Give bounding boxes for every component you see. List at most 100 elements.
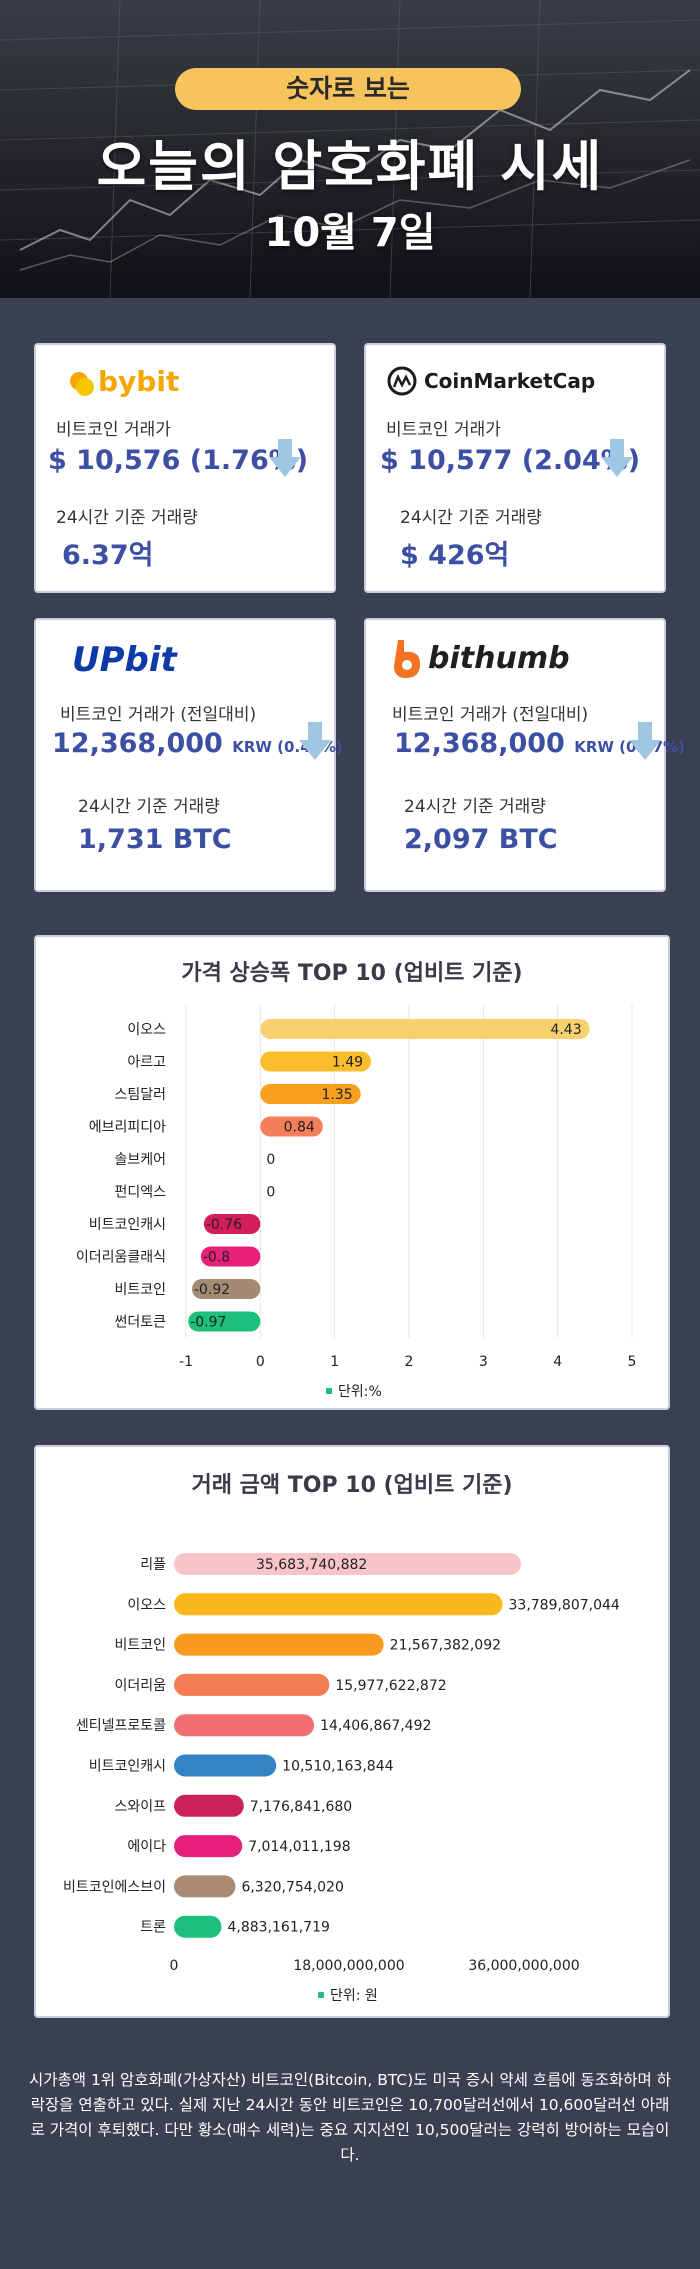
card-upbit: UPbit 비트코인 거래가 (전일대비) 12,368,000 KRW (0.… — [34, 618, 343, 892]
volume-value: 1,731 BTC — [78, 824, 232, 855]
value-label: 21,567,382,092 — [390, 1638, 501, 1654]
volume-label: 24시간 기준 거래량 — [78, 797, 220, 817]
x-tick-label: 2 — [405, 1354, 414, 1370]
subtitle-pill: 숫자로 보는 — [175, 68, 521, 110]
value-label: -0.76 — [206, 1217, 242, 1233]
category-label: 스팀달러 — [114, 1087, 166, 1103]
legend-swatch — [326, 1388, 332, 1394]
category-label: 솔브케어 — [114, 1152, 166, 1168]
price-value: $ 10,577 (2.04%) — [380, 445, 641, 476]
arrow-down-icon — [269, 439, 301, 477]
legend-label: 단위:% — [338, 1384, 382, 1400]
value-label: 0 — [266, 1185, 275, 1201]
x-tick-label: -1 — [179, 1354, 193, 1370]
chart-title: 가격 상승폭 TOP 10 (업비트 기준) — [181, 961, 523, 986]
trade-volume-chart-panel: 거래 금액 TOP 10 (업비트 기준) 리플 35,683,740,882 이오… — [34, 1445, 670, 2018]
category-label: 스와이프 — [114, 1799, 166, 1815]
value-label: 33,789,807,044 — [509, 1597, 620, 1613]
exchange-name: bithumb — [428, 640, 570, 676]
category-label: 에이다 — [127, 1839, 166, 1855]
bar — [260, 1084, 361, 1104]
x-tick-label: 1 — [330, 1354, 339, 1370]
page-title: 오늘의 암호화폐 시세 — [96, 135, 604, 198]
value-label: 4.43 — [550, 1022, 581, 1038]
exchange-name: CoinMarketCap — [424, 369, 596, 393]
value-label: 7,176,841,680 — [250, 1799, 352, 1815]
value-label: 14,406,867,492 — [320, 1718, 431, 1734]
header-banner: 숫자로 보는 오늘의 암호화폐 시세 10월 7일 — [0, 0, 700, 298]
bithumb-logo-icon — [394, 640, 420, 678]
bar — [174, 1553, 521, 1575]
category-label: 펀디엑스 — [114, 1185, 166, 1201]
upbit-logo: UPbit — [72, 638, 177, 682]
legend-label: 단위: 원 — [330, 1988, 378, 2004]
category-label: 비트코인 — [114, 1638, 166, 1654]
bithumb-logo: bithumb — [390, 636, 570, 680]
bar — [174, 1875, 236, 1898]
value-label: 7,014,011,198 — [248, 1839, 350, 1855]
card-coinmarketcap: CoinMarketCap 비트코인 거래가 $ 10,577 (2.04%) … — [364, 343, 666, 593]
exchange-name: bybit — [98, 365, 180, 398]
category-label: 비트코인캐시 — [89, 1217, 166, 1233]
value-label: 6,320,754,020 — [241, 1879, 343, 1895]
category-label: 이오스 — [127, 1597, 166, 1613]
value-label: 4,883,161,719 — [227, 1920, 329, 1936]
x-tick-label: 4 — [553, 1354, 562, 1370]
bar — [174, 1915, 222, 1938]
x-tick-label: 36,000,000,000 — [468, 1958, 579, 1974]
chart-title: 거래 금액 TOP 10 (업비트 기준) — [191, 1473, 513, 1498]
category-label: 트론 — [140, 1920, 166, 1936]
article-summary: 시가총액 1위 암호화폐(가상자산) 비트코인(Bitcoin, BTC)도 미… — [29, 2071, 671, 2164]
price-change-chart-panel: 가격 상승폭 TOP 10 (업비트 기준) 이오스 4.43 아르고 1.49 스팀달… — [34, 935, 670, 1410]
bar — [191, 1279, 261, 1299]
price-change-chart: 이오스 4.43 아르고 1.49 스팀달러 1.35 에브리피디아 0.84 솔브케어 0 펀디엑… — [76, 1005, 636, 1400]
bar — [174, 1835, 243, 1858]
arrow-down-icon — [299, 722, 331, 760]
card-bybit: bybit 비트코인 거래가 $ 10,576 (1.76%) 24시간 기준 … — [34, 343, 336, 593]
category-label: 아르고 — [127, 1055, 166, 1071]
bar — [174, 1714, 315, 1737]
category-label: 에브리피디아 — [89, 1120, 166, 1136]
bar — [174, 1794, 244, 1817]
value-label: -0.97 — [190, 1315, 226, 1331]
legend-swatch — [318, 1992, 324, 1998]
x-tick-label: 0 — [170, 1958, 179, 1974]
price-value: $ 10,576 (1.76%) — [48, 445, 309, 476]
category-label: 리플 — [140, 1557, 166, 1573]
bybit-logo: bybit — [64, 359, 179, 403]
category-label: 센티넬프로토콜 — [76, 1718, 166, 1734]
x-tick-label: 3 — [479, 1354, 488, 1370]
category-label: 비트코인캐시 — [89, 1759, 166, 1775]
value-label: 1.35 — [322, 1087, 353, 1103]
value-label: -0.8 — [203, 1250, 230, 1266]
price-number: 12,368,000 — [394, 728, 565, 759]
price-label: 비트코인 거래가 — [386, 420, 501, 440]
trading-screen-background — [0, 0, 700, 298]
price-value: 12,368,000 KRW (0.57%) — [394, 728, 685, 759]
category-label: 이오스 — [127, 1022, 166, 1038]
value-label: 15,977,622,872 — [335, 1678, 446, 1694]
volume-value: 2,097 BTC — [404, 824, 558, 855]
value-label: 1.49 — [332, 1055, 363, 1071]
volume-value: 6.37억 — [62, 540, 154, 571]
trade-volume-chart: 리플 35,683,740,882 이오스 33,789,807,044 비트코인 21,… — [63, 1553, 620, 2004]
volume-label: 24시간 기준 거래량 — [56, 508, 198, 528]
arrow-down-icon — [629, 722, 661, 760]
bar — [203, 1214, 261, 1234]
page-date: 10월 7일 — [264, 210, 436, 256]
volume-value: $ 426억 — [400, 540, 510, 571]
bar — [174, 1633, 384, 1656]
category-label: 이더리움클래식 — [76, 1250, 166, 1266]
bar — [260, 1051, 372, 1072]
bybit-logo-icon — [70, 372, 94, 396]
bar — [260, 1116, 323, 1137]
coinmarketcap-logo: CoinMarketCap — [386, 359, 595, 403]
category-label: 썬더토큰 — [114, 1315, 166, 1331]
category-label: 비트코인에스브이 — [63, 1879, 166, 1895]
bar — [200, 1246, 261, 1267]
bar — [188, 1311, 261, 1332]
volume-label: 24시간 기준 거래량 — [404, 797, 546, 817]
value-label: 35,683,740,882 — [256, 1557, 367, 1573]
value-label: 10,510,163,844 — [282, 1759, 393, 1775]
value-label: -0.92 — [194, 1282, 230, 1298]
